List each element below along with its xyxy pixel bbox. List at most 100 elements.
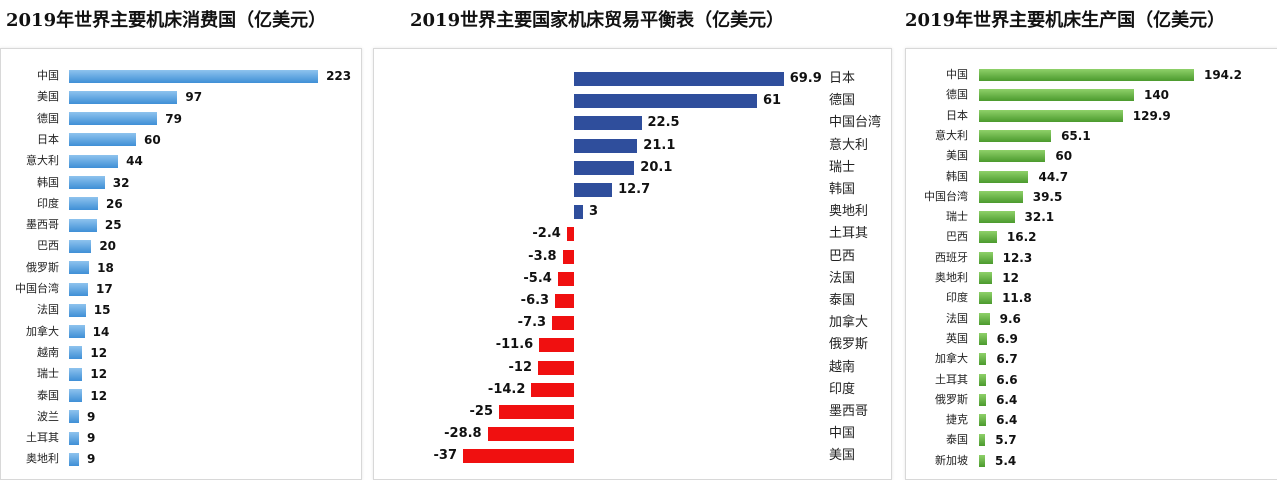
bar <box>69 261 90 275</box>
category-label: 巴西 <box>946 230 968 244</box>
category-label: 德国 <box>946 88 968 102</box>
category-label: 土耳其 <box>26 431 59 445</box>
data-label: -37 <box>433 448 458 464</box>
category-label: 中国台湾 <box>829 115 882 131</box>
bar <box>979 312 990 325</box>
data-label: -2.4 <box>532 226 561 242</box>
data-label: -6.3 <box>520 293 550 308</box>
data-label: -25 <box>469 404 494 419</box>
production-chart-title: 2019年世界主要机床生产国（亿美元） <box>905 10 1226 31</box>
category-label: 墨西哥 <box>26 218 59 232</box>
bar <box>69 325 85 339</box>
bar <box>69 367 83 381</box>
bar <box>979 393 987 406</box>
data-label: 60 <box>144 132 161 147</box>
bar <box>574 138 638 153</box>
category-label: 西班牙 <box>935 250 968 264</box>
data-label: 6.6 <box>996 372 1018 387</box>
data-label: 12 <box>90 388 108 403</box>
bar <box>69 389 83 402</box>
bar <box>979 170 1029 183</box>
bar <box>979 292 993 305</box>
data-label: 69.9 <box>789 71 822 86</box>
data-label: 20 <box>99 239 117 254</box>
bar <box>69 197 99 211</box>
data-label: 6.7 <box>996 352 1018 367</box>
bar <box>69 133 137 147</box>
bar <box>538 360 574 375</box>
bar <box>979 414 987 427</box>
category-label: 英国 <box>946 331 968 345</box>
category-label: 韩国 <box>946 169 968 183</box>
category-label: 美国 <box>829 448 856 464</box>
data-label: 44 <box>126 154 143 169</box>
data-label: 9.6 <box>999 311 1021 326</box>
category-label: 俄罗斯 <box>829 337 869 353</box>
bar <box>979 332 987 345</box>
category-label: 越南 <box>829 359 856 375</box>
data-label: 22.5 <box>647 115 680 131</box>
data-label: 140 <box>1143 88 1170 103</box>
data-label: 6.9 <box>996 331 1018 346</box>
category-label: 印度 <box>946 291 968 305</box>
category-label: 德国 <box>37 111 59 125</box>
bar <box>69 176 105 189</box>
data-label: 25 <box>104 218 122 233</box>
category-label: 中国台湾 <box>924 189 968 203</box>
data-label: 12.7 <box>618 182 651 197</box>
data-label: -5.4 <box>523 270 552 286</box>
bar <box>69 239 92 253</box>
category-label: 法国 <box>829 270 856 286</box>
category-label: 日本 <box>829 71 856 86</box>
bar <box>979 89 1134 102</box>
category-label: 墨西哥 <box>829 404 869 419</box>
bar <box>499 405 574 419</box>
category-label: 新加坡 <box>935 453 968 467</box>
category-label: 中国 <box>829 426 856 442</box>
category-label: 印度 <box>37 196 59 210</box>
category-label: 意大利 <box>26 154 59 168</box>
data-label: 194.2 <box>1203 68 1242 82</box>
bar <box>539 338 574 353</box>
data-label: 12 <box>90 367 108 382</box>
data-label: 12.3 <box>1002 250 1033 265</box>
bar <box>979 231 997 244</box>
bar <box>979 373 987 386</box>
category-label: 加拿大 <box>829 315 869 331</box>
data-label: 21.1 <box>643 137 676 153</box>
bar <box>69 112 158 126</box>
bar <box>69 69 319 83</box>
bar <box>463 449 574 464</box>
bar <box>979 454 985 467</box>
data-label: 97 <box>185 90 203 105</box>
bar <box>574 116 642 131</box>
category-label: 越南 <box>37 345 59 359</box>
bar <box>69 90 178 104</box>
category-label: 土耳其 <box>829 226 869 242</box>
category-label: 巴西 <box>37 239 59 253</box>
category-label: 奥地利 <box>935 271 968 284</box>
bar <box>574 94 757 109</box>
data-label: 12 <box>90 345 108 360</box>
bar <box>574 160 635 175</box>
data-label: 9 <box>87 452 96 467</box>
data-label: -28.8 <box>444 426 482 442</box>
bar <box>979 190 1023 203</box>
bar <box>979 272 993 284</box>
category-label: 韩国 <box>37 175 59 189</box>
data-label: 60 <box>1055 149 1073 164</box>
data-label: 6.4 <box>996 413 1018 428</box>
bar <box>979 109 1123 122</box>
data-label: 20.1 <box>640 159 673 175</box>
category-label: 奥地利 <box>829 204 869 220</box>
category-label: 泰国 <box>829 293 856 308</box>
bar <box>69 452 80 466</box>
bar <box>979 129 1052 142</box>
data-label: -12 <box>508 359 533 375</box>
category-label: 中国 <box>946 68 968 81</box>
data-label: -7.3 <box>517 315 547 331</box>
bar <box>531 382 574 397</box>
data-label: 3 <box>589 204 599 220</box>
category-label: 美国 <box>946 149 968 163</box>
data-label: 5.7 <box>995 433 1017 448</box>
